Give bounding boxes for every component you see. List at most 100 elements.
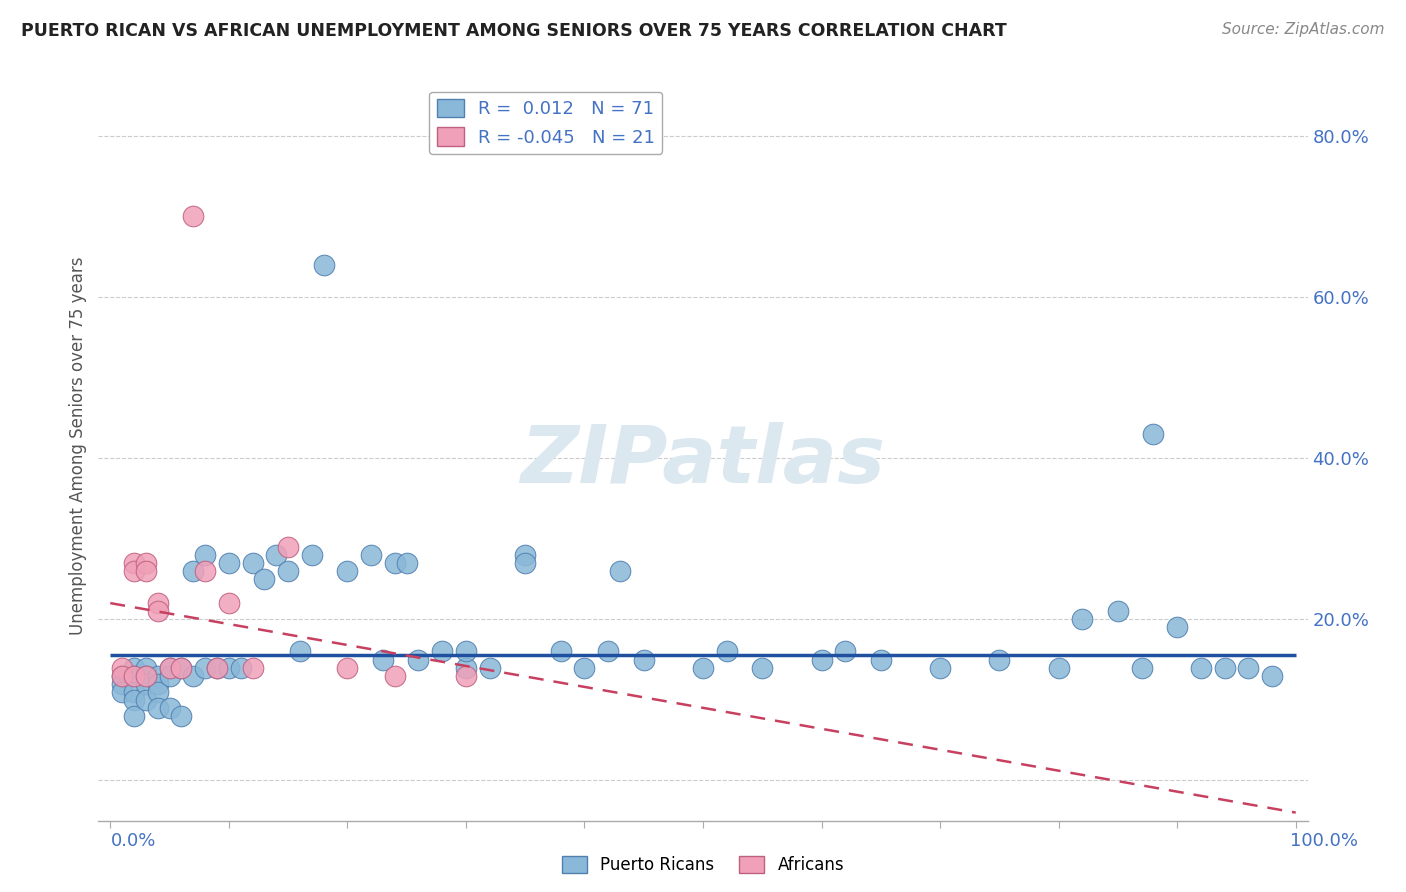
Point: [122, 709, 145, 723]
Point: [218, 596, 240, 610]
Point: [301, 548, 323, 562]
Legend: Puerto Ricans, Africans: Puerto Ricans, Africans: [555, 849, 851, 881]
Legend: R =  0.012   N = 71, R = -0.045   N = 21: R = 0.012 N = 71, R = -0.045 N = 21: [429, 92, 662, 153]
Point: [135, 676, 157, 690]
Point: [122, 660, 145, 674]
Point: [253, 572, 276, 586]
Point: [1130, 660, 1153, 674]
Point: [1189, 660, 1212, 674]
Point: [1237, 660, 1260, 674]
Point: [929, 660, 952, 674]
Point: [371, 652, 394, 666]
Point: [122, 564, 145, 578]
Point: [277, 564, 299, 578]
Point: [1261, 668, 1284, 682]
Point: [229, 660, 252, 674]
Y-axis label: Unemployment Among Seniors over 75 years: Unemployment Among Seniors over 75 years: [69, 257, 87, 635]
Point: [181, 668, 204, 682]
Point: [146, 596, 169, 610]
Point: [122, 668, 145, 682]
Point: [146, 668, 169, 682]
Point: [609, 564, 631, 578]
Point: [1142, 426, 1164, 441]
Point: [478, 660, 501, 674]
Point: [515, 556, 537, 570]
Point: [205, 660, 228, 674]
Point: [170, 660, 193, 674]
Point: [408, 652, 430, 666]
Point: [1071, 612, 1094, 626]
Point: [111, 676, 134, 690]
Point: [574, 660, 596, 674]
Point: [111, 668, 134, 682]
Point: [181, 564, 204, 578]
Text: ZIPatlas: ZIPatlas: [520, 422, 886, 500]
Point: [454, 668, 477, 682]
Text: Source: ZipAtlas.com: Source: ZipAtlas.com: [1222, 22, 1385, 37]
Point: [111, 668, 134, 682]
Point: [218, 556, 240, 570]
Point: [111, 684, 134, 698]
Point: [135, 564, 157, 578]
Point: [170, 660, 193, 674]
Point: [135, 668, 157, 682]
Point: [515, 548, 537, 562]
Point: [454, 644, 477, 658]
Point: [810, 652, 832, 666]
Point: [146, 676, 169, 690]
Point: [122, 693, 145, 707]
Point: [205, 660, 228, 674]
Point: [194, 564, 217, 578]
Point: [432, 644, 454, 658]
Point: [218, 660, 240, 674]
Point: [395, 556, 418, 570]
Point: [692, 660, 714, 674]
Point: [242, 556, 264, 570]
Point: [159, 660, 181, 674]
Point: [384, 556, 406, 570]
Point: [122, 684, 145, 698]
Point: [135, 660, 157, 674]
Point: [751, 660, 773, 674]
Point: [111, 660, 134, 674]
Point: [716, 644, 738, 658]
Point: [336, 564, 359, 578]
Point: [135, 693, 157, 707]
Point: [122, 556, 145, 570]
Point: [360, 548, 382, 562]
Point: [135, 556, 157, 570]
Point: [1047, 660, 1070, 674]
Text: 0.0%: 0.0%: [111, 831, 156, 849]
Point: [550, 644, 572, 658]
Point: [312, 258, 335, 272]
Point: [633, 652, 655, 666]
Point: [242, 660, 264, 674]
Point: [384, 668, 406, 682]
Point: [170, 709, 193, 723]
Point: [1213, 660, 1236, 674]
Point: [264, 548, 287, 562]
Point: [146, 604, 169, 618]
Text: 100.0%: 100.0%: [1291, 831, 1358, 849]
Point: [288, 644, 311, 658]
Point: [181, 210, 204, 224]
Point: [159, 660, 181, 674]
Point: [159, 668, 181, 682]
Point: [159, 701, 181, 715]
Point: [598, 644, 620, 658]
Point: [869, 652, 891, 666]
Point: [834, 644, 856, 658]
Point: [454, 660, 477, 674]
Point: [194, 660, 217, 674]
Point: [277, 540, 299, 554]
Point: [122, 668, 145, 682]
Text: PUERTO RICAN VS AFRICAN UNEMPLOYMENT AMONG SENIORS OVER 75 YEARS CORRELATION CHA: PUERTO RICAN VS AFRICAN UNEMPLOYMENT AMO…: [21, 22, 1007, 40]
Point: [336, 660, 359, 674]
Point: [988, 652, 1011, 666]
Point: [146, 701, 169, 715]
Point: [194, 548, 217, 562]
Point: [1166, 620, 1188, 634]
Point: [1107, 604, 1129, 618]
Point: [135, 668, 157, 682]
Point: [146, 684, 169, 698]
